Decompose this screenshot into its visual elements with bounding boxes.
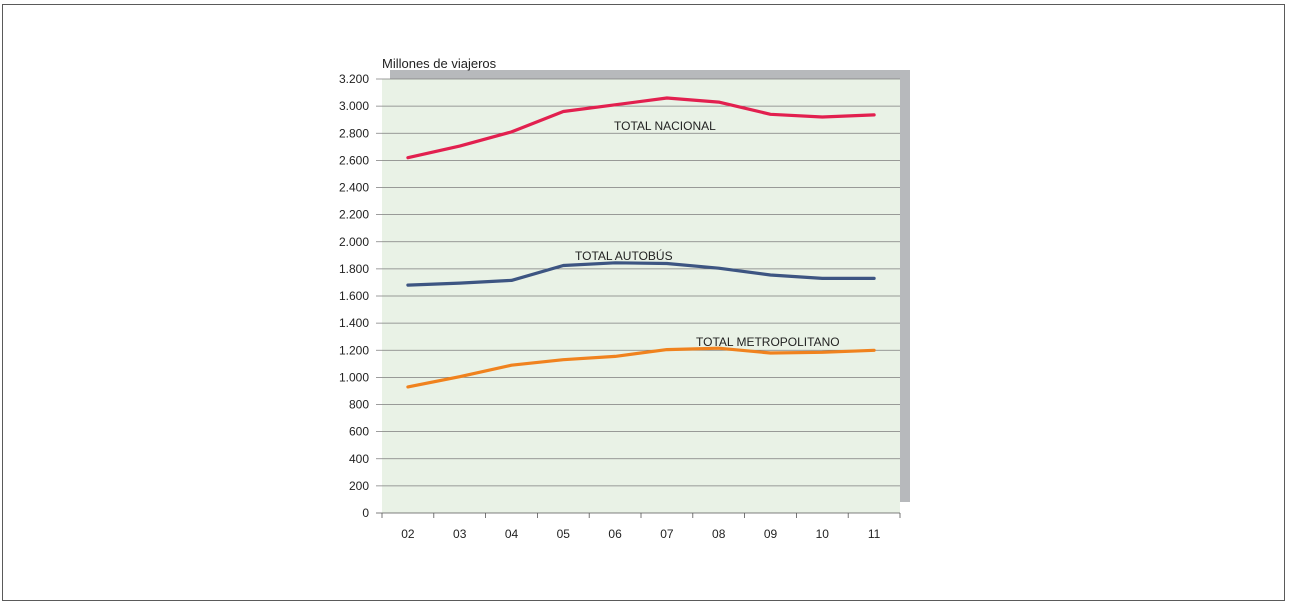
y-tick-label: 0: [362, 506, 369, 520]
series-label-total-autobus: TOTAL AUTOBÚS: [575, 248, 673, 263]
series-line-total-autob-s: [406, 261, 876, 287]
y-tick-label: 200: [349, 479, 369, 493]
x-tick-label: 04: [505, 527, 519, 541]
series-label-total-nacional: TOTAL NACIONAL: [614, 119, 716, 133]
y-tick-label: 1.800: [339, 262, 369, 276]
chart-frame: 0 200 400 600 800 1.000 1.200 1.400 1.600 1.800 2.…: [2, 4, 1285, 601]
x-tick-label: 03: [453, 527, 467, 541]
x-tick-label: 02: [401, 527, 415, 541]
x-tick-label: 09: [764, 527, 778, 541]
x-tick-label: 10: [816, 527, 830, 541]
y-tick-label: 800: [349, 398, 369, 412]
series-label-total-metropolitano: TOTAL METROPOLITANO: [696, 335, 840, 349]
x-axis-ticks: 02 03 04 05 06 07 08 09 10 11: [381, 513, 901, 541]
x-tick-label: 08: [712, 527, 726, 541]
series-line-total-nacional: [406, 96, 876, 160]
series-line-total-metropolitano: [406, 346, 876, 389]
y-tick-label: 600: [349, 425, 369, 439]
x-tick-label: 05: [557, 527, 571, 541]
y-tick-label: 1.000: [339, 370, 369, 384]
y-tick-label: 1.200: [339, 343, 369, 357]
y-tick-label: 2.400: [339, 181, 369, 195]
x-tick-label: 11: [868, 527, 881, 541]
series-lines: [406, 96, 876, 389]
y-tick-label: 3.000: [339, 99, 369, 113]
y-tick-label: 3.200: [339, 72, 369, 86]
y-tick-label: 1.600: [339, 289, 369, 303]
y-tick-label: 1.400: [339, 316, 369, 330]
x-tick-label: 07: [660, 527, 674, 541]
y-tick-label: 2.600: [339, 153, 369, 167]
y-axis-ticks: 0 200 400 600 800 1.000 1.200 1.400 1.600 1.800 2.…: [339, 72, 369, 520]
line-chart: 0 200 400 600 800 1.000 1.200 1.400 1.600 1.800 2.…: [339, 56, 910, 541]
x-tick-label: 06: [608, 527, 622, 541]
y-tick-label: 2.800: [339, 126, 369, 140]
y-tick-label: 2.000: [339, 235, 369, 249]
y-tick-label: 2.200: [339, 208, 369, 222]
y-tick-label: 400: [349, 452, 369, 466]
y-axis-label: Millones de viajeros: [382, 56, 497, 71]
